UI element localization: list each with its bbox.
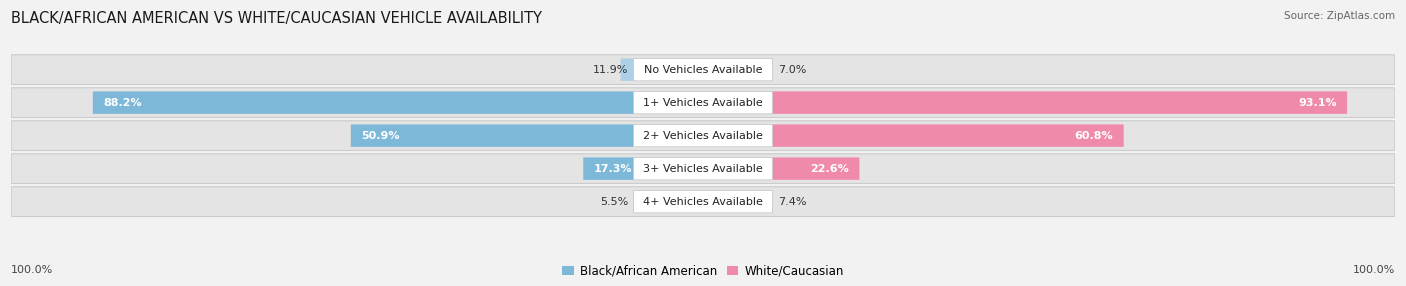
Text: BLACK/AFRICAN AMERICAN VS WHITE/CAUCASIAN VEHICLE AVAILABILITY: BLACK/AFRICAN AMERICAN VS WHITE/CAUCASIA…: [11, 11, 543, 26]
FancyBboxPatch shape: [634, 124, 772, 147]
Text: 100.0%: 100.0%: [11, 265, 53, 275]
Text: 1+ Vehicles Available: 1+ Vehicles Available: [643, 98, 763, 108]
FancyBboxPatch shape: [11, 121, 1395, 150]
Text: 2+ Vehicles Available: 2+ Vehicles Available: [643, 131, 763, 141]
FancyBboxPatch shape: [772, 124, 1123, 147]
FancyBboxPatch shape: [11, 55, 1395, 84]
FancyBboxPatch shape: [634, 190, 772, 213]
FancyBboxPatch shape: [93, 92, 634, 114]
Text: 3+ Vehicles Available: 3+ Vehicles Available: [643, 164, 763, 174]
Text: 7.4%: 7.4%: [778, 197, 806, 206]
Text: 50.9%: 50.9%: [361, 131, 399, 141]
FancyBboxPatch shape: [634, 58, 772, 81]
FancyBboxPatch shape: [352, 124, 634, 147]
Text: 4+ Vehicles Available: 4+ Vehicles Available: [643, 197, 763, 206]
Text: 17.3%: 17.3%: [593, 164, 633, 174]
Text: 93.1%: 93.1%: [1298, 98, 1337, 108]
FancyBboxPatch shape: [11, 88, 1395, 118]
FancyBboxPatch shape: [11, 187, 1395, 217]
Text: 7.0%: 7.0%: [778, 65, 806, 75]
FancyBboxPatch shape: [634, 92, 772, 114]
Text: 5.5%: 5.5%: [600, 197, 628, 206]
FancyBboxPatch shape: [772, 92, 1347, 114]
FancyBboxPatch shape: [772, 157, 859, 180]
Legend: Black/African American, White/Caucasian: Black/African American, White/Caucasian: [558, 260, 848, 282]
Text: Source: ZipAtlas.com: Source: ZipAtlas.com: [1284, 11, 1395, 21]
Text: 22.6%: 22.6%: [810, 164, 849, 174]
FancyBboxPatch shape: [634, 157, 772, 180]
Text: No Vehicles Available: No Vehicles Available: [644, 65, 762, 75]
Text: 100.0%: 100.0%: [1353, 265, 1395, 275]
Text: 60.8%: 60.8%: [1074, 131, 1114, 141]
FancyBboxPatch shape: [11, 154, 1395, 184]
Text: 88.2%: 88.2%: [103, 98, 142, 108]
FancyBboxPatch shape: [620, 58, 634, 81]
Text: 11.9%: 11.9%: [593, 65, 628, 75]
FancyBboxPatch shape: [583, 157, 634, 180]
